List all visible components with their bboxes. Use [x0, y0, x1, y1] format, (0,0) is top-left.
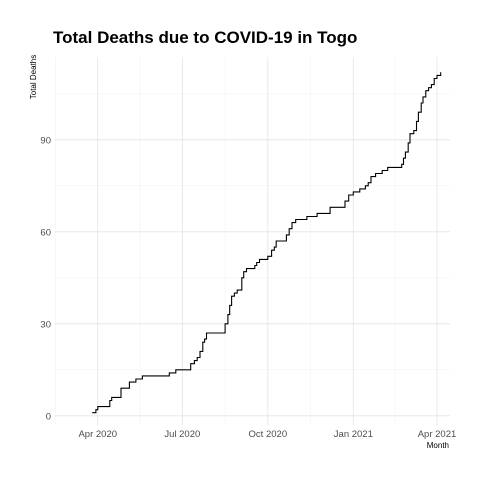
grid — [55, 57, 450, 425]
x-tick-label: Apr 2021 — [418, 429, 457, 440]
series-group — [92, 72, 442, 414]
y-axis-title: Total Deaths — [29, 55, 38, 99]
x-tick-label: Apr 2020 — [78, 429, 117, 440]
chart-title: Total Deaths due to COVID-19 in Togo — [53, 28, 357, 47]
y-axis-tick-labels: 0 30 60 90 — [40, 135, 51, 422]
y-tick-label: 30 — [40, 319, 51, 330]
x-axis-tick-labels: Apr 2020 Jul 2020 Oct 2020 Jan 2021 Apr 2021 — [78, 429, 456, 440]
y-tick-label: 60 — [40, 227, 51, 238]
x-tick-label: Jan 2021 — [334, 429, 373, 440]
x-axis-title: Month — [427, 441, 449, 450]
y-tick-label: 90 — [40, 135, 51, 146]
series-line-total-deaths — [92, 72, 442, 414]
y-tick-label: 0 — [46, 411, 51, 422]
x-tick-label: Oct 2020 — [249, 429, 288, 440]
x-tick-label: Jul 2020 — [164, 429, 200, 440]
